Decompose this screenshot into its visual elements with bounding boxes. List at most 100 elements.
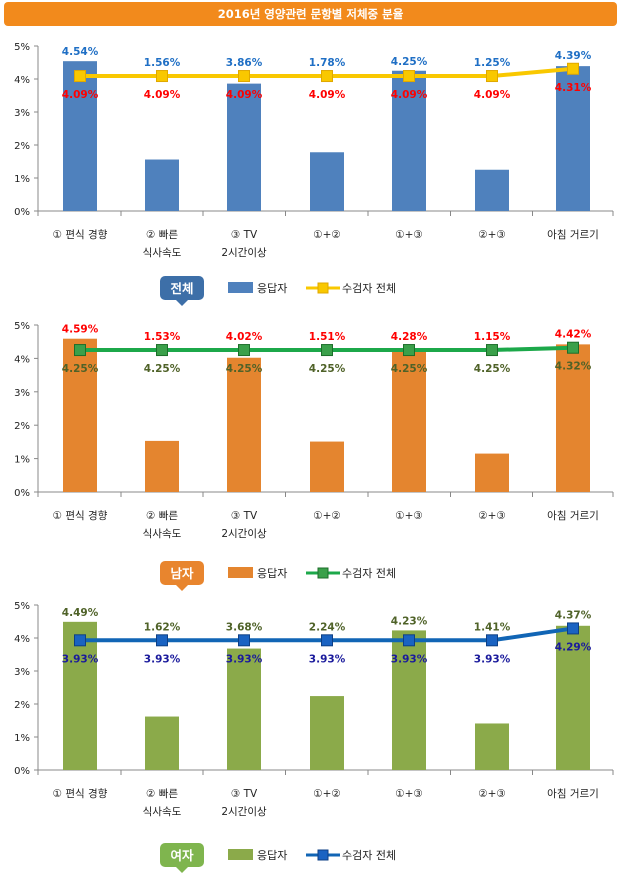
x-category-label: ③ TV [231,510,258,522]
legend-line-label: 수검자 전체 [342,567,396,580]
legend-bar-label: 응답자 [257,282,287,295]
line-data-label: 3.93% [474,653,511,665]
line-data-label: 4.25% [391,363,428,375]
legend-line-marker [317,849,329,861]
legend-bar-swatch [228,282,253,293]
legend-line-label: 수검자 전체 [342,849,396,862]
legend-bar-label: 응답자 [257,567,287,580]
x-category-label: 2시간이상 [221,806,267,818]
x-category-label: 2시간이상 [221,247,267,259]
line-marker-7 [567,62,579,75]
group-badge [160,843,204,867]
line-data-label: 3.93% [391,653,428,665]
x-category-label: ②+③ [478,229,506,241]
bar-3 [227,648,261,770]
line-data-label: 4.09% [391,89,428,101]
bar-data-label: 4.42% [555,329,592,341]
y-tick-label: 2% [14,700,30,711]
line-data-label: 4.09% [226,89,263,101]
x-category-label: ① 편식 경향 [53,787,108,800]
bar-data-label: 4.28% [391,331,428,343]
bar-3 [227,83,261,211]
group-badge-label: 전체 [170,281,193,296]
line-data-label: 3.93% [62,653,99,665]
bar-data-label: 4.54% [62,46,99,58]
x-category-label: ③ TV [231,229,258,241]
x-category-label: ② 빠른 [146,788,178,800]
y-tick-label: 5% [14,601,30,612]
y-tick-label: 1% [14,733,30,744]
bar-2 [145,440,179,492]
x-category-label: ③ TV [231,788,258,800]
x-category-label: 2시간이상 [221,528,267,540]
y-tick-label: 3% [14,388,30,399]
bar-7 [556,344,590,492]
line-marker-4 [321,70,333,83]
line-marker-5 [403,634,415,647]
x-category-label: ①+③ [395,510,423,522]
bar-data-label: 1.15% [474,331,511,343]
bar-data-label: 4.25% [391,56,428,68]
group-badge-pointer [176,867,188,873]
group-badge [160,276,204,300]
y-tick-label: 0% [14,766,30,777]
x-category-label: 아침 거르기 [547,510,599,522]
legend-line-marker [317,282,329,294]
x-category-label: ①+② [313,510,341,522]
line-marker-2 [156,344,168,357]
chart-header-title: 2016년 영양관련 문항별 저체중 분율 [4,2,617,26]
bar-data-label: 4.23% [391,615,428,627]
y-tick-label: 3% [14,667,30,678]
x-category-label: ①+③ [395,788,423,800]
line-data-label: 4.31% [555,82,592,94]
bar-6 [475,169,509,211]
bar-5 [392,70,426,211]
bar-data-label: 4.49% [62,607,99,619]
bar-1 [63,338,97,492]
bar-data-label: 1.56% [144,57,181,69]
y-tick-label: 0% [14,488,30,499]
line-data-label: 4.09% [474,89,511,101]
y-tick-label: 3% [14,108,30,119]
bar-data-label: 1.25% [474,57,511,69]
x-category-label: ①+② [313,788,341,800]
line-data-label: 4.09% [309,89,346,101]
line-marker-6 [486,344,498,357]
line-data-label: 4.29% [555,641,592,653]
bar-2 [145,159,179,211]
line-marker-7 [567,622,579,635]
bar-1 [63,621,97,770]
bar-5 [392,349,426,492]
bar-data-label: 1.78% [309,57,346,69]
bar-6 [475,453,509,492]
x-category-label: 식사속도 [143,247,182,259]
y-tick-label: 2% [14,141,30,152]
bar-data-label: 1.62% [144,621,181,633]
bar-4 [310,441,344,492]
line-data-label: 4.32% [555,361,592,373]
bar-5 [392,630,426,770]
x-category-label: ②+③ [478,788,506,800]
y-tick-label: 1% [14,174,30,185]
line-data-label: 4.09% [62,89,99,101]
x-category-label: ②+③ [478,510,506,522]
group-badge-label: 남자 [170,566,194,581]
x-category-label: ① 편식 경향 [53,228,108,241]
line-data-label: 4.09% [144,89,181,101]
bar-data-label: 3.86% [226,57,263,69]
group-badge-pointer [176,300,188,306]
group-badge [160,561,204,585]
line-marker-6 [486,634,498,647]
bar-data-label: 1.41% [474,621,511,633]
line-data-label: 3.93% [226,653,263,665]
y-tick-label: 2% [14,421,30,432]
line-marker-3 [238,634,250,647]
y-tick-label: 4% [14,634,30,645]
x-category-label: ① 편식 경향 [53,509,108,522]
legend-bar-swatch [228,567,253,578]
y-tick-label: 1% [14,455,30,466]
line-data-label: 3.93% [309,653,346,665]
line-marker-2 [156,634,168,647]
bar-3 [227,357,261,492]
line-marker-4 [321,344,333,357]
